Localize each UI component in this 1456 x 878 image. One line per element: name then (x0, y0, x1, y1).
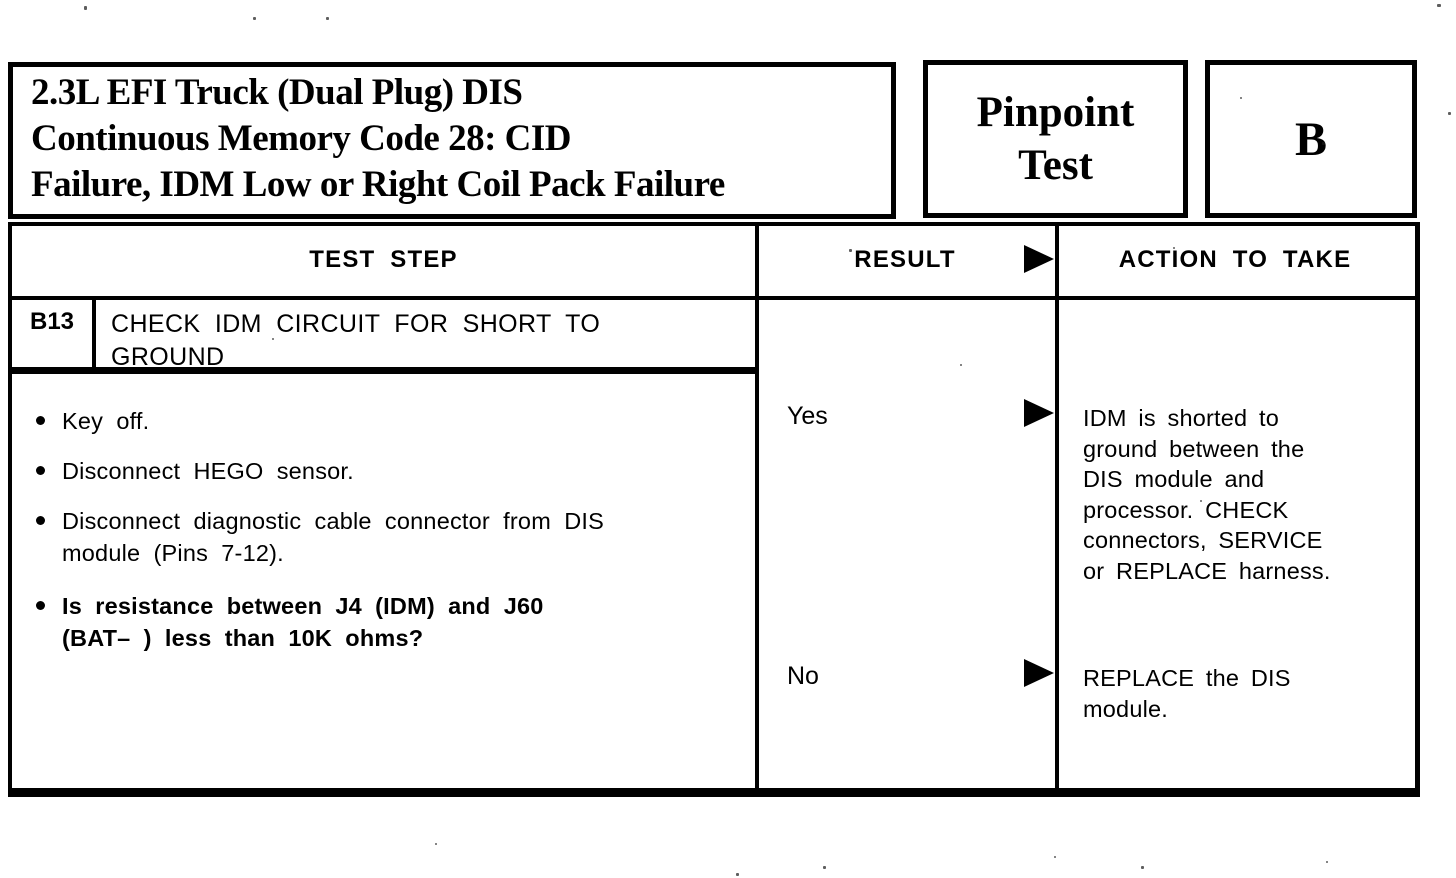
column-divider-result-action (1055, 226, 1059, 788)
scan-noise-dot (1240, 97, 1242, 99)
scan-noise-dot (1141, 866, 1144, 869)
step-id: B13 (29, 308, 75, 335)
scan-noise-dot (1326, 861, 1328, 863)
scan-noise-dot (1437, 4, 1441, 7)
bullet-text: Key off. (62, 408, 150, 434)
column-header-test-step: TEST STEP (309, 246, 458, 273)
header-row-divider (12, 296, 1415, 300)
bullet-text: Disconnect HEGO sensor. (62, 458, 354, 484)
scan-noise-dot (1448, 112, 1451, 115)
pinpoint-test-table: TEST STEP RESULT ACTION TO TAKE B13 CHEC… (8, 222, 1420, 797)
scan-noise-dot (823, 866, 826, 869)
page-title-line-3: Failure, IDM Low or Right Coil Pack Fail… (31, 164, 725, 205)
bullet-text: Disconnect diagnostic cable connector fr… (62, 508, 604, 566)
scan-noise-dot (253, 17, 256, 20)
result-value-no: No (787, 662, 819, 690)
pinpoint-test-label-line-2: Test (1018, 142, 1093, 189)
scan-noise-dot (435, 843, 437, 845)
bullet-dot-icon (36, 466, 45, 475)
bullet-dot-icon (36, 416, 45, 425)
result-value-yes: Yes (787, 402, 828, 430)
scan-noise-dot (1200, 500, 1202, 502)
bullet-dot-icon (36, 601, 45, 610)
test-letter: B (1294, 112, 1327, 166)
action-to-take-yes: IDM is shorted to ground between the DIS… (1083, 405, 1331, 584)
scan-noise-dot (849, 249, 852, 252)
scan-noise-dot (960, 364, 962, 366)
scan-noise-dot (1322, 142, 1325, 145)
title-box: 2.3L EFI Truck (Dual Plug) DIS Continuou… (8, 62, 896, 219)
test-step-bullet: Key off. (36, 405, 149, 437)
result-arrow-icon (1024, 399, 1054, 427)
page-title-line-1: 2.3L EFI Truck (Dual Plug) DIS (31, 72, 523, 113)
test-step-question-bullet: Is resistance between J4 (IDM) and J60 (… (36, 590, 622, 654)
bullet-question-text: Is resistance between J4 (IDM) and J60 (… (62, 593, 544, 651)
step-title-underline (12, 367, 759, 374)
action-to-take-no: REPLACE the DIS module. (1083, 665, 1291, 722)
column-header-action-to-take: ACTION TO TAKE (1118, 246, 1352, 273)
result-arrow-icon (1024, 245, 1054, 273)
scan-noise-dot (1173, 247, 1175, 249)
step-id-cell: B13 (12, 300, 96, 367)
test-step-bullet: Disconnect diagnostic cable connector fr… (36, 505, 677, 569)
step-title: CHECK IDM CIRCUIT FOR SHORT TO GROUND (111, 310, 601, 371)
column-divider-test-result (755, 226, 759, 788)
pinpoint-test-label-line-1: Pinpoint (976, 89, 1135, 136)
bullet-dot-icon (36, 516, 45, 525)
scan-noise-dot (736, 873, 739, 876)
column-header-result: RESULT (854, 246, 956, 273)
pinpoint-test-box: Pinpoint Test (923, 60, 1188, 218)
result-arrow-icon (1024, 659, 1054, 687)
scan-noise-dot (1054, 856, 1056, 858)
test-step-bullet: Disconnect HEGO sensor. (36, 455, 354, 487)
page-title-line-2: Continuous Memory Code 28: CID (31, 118, 572, 159)
scan-noise-dot (272, 338, 274, 340)
scan-noise-dot (326, 17, 329, 20)
scan-noise-dot (84, 6, 87, 10)
test-letter-box: B (1205, 60, 1417, 218)
